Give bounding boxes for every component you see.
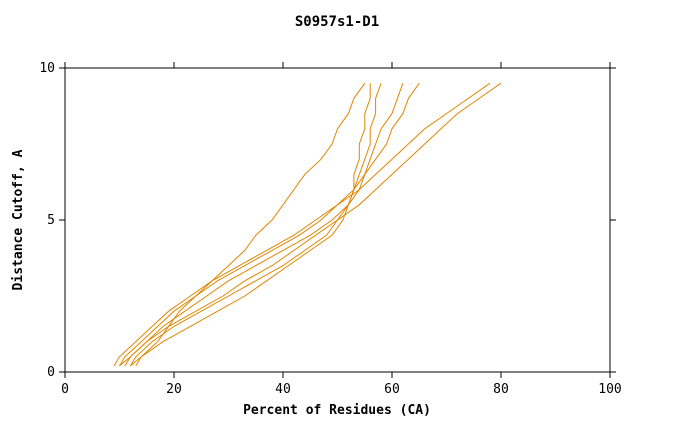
axis-tick-labels: 0 20 40 60 80 100 0 5 10: [39, 61, 621, 397]
y-tick-label: 0: [47, 365, 55, 380]
x-tick-label: 20: [166, 382, 182, 397]
x-tick-label: 0: [61, 382, 69, 397]
data-series: [113, 82, 502, 367]
x-tick-label: 40: [275, 382, 291, 397]
y-axis-label: Distance Cutoff, A: [11, 149, 26, 290]
data-line-curve-6: [113, 82, 491, 367]
x-tick-label: 100: [598, 382, 621, 397]
chart-title: S0957s1-D1: [295, 14, 379, 30]
y-tick-label: 10: [39, 61, 55, 76]
data-line-curve-5: [119, 82, 420, 367]
data-line-curve-7: [119, 82, 502, 367]
x-tick-label: 80: [493, 382, 509, 397]
data-line-curve-2: [130, 83, 371, 367]
data-line-curve-3: [129, 83, 382, 367]
axis-ticks: [59, 62, 616, 378]
data-line-curve-4: [124, 83, 404, 367]
y-tick-label: 5: [47, 213, 55, 228]
x-axis-label: Percent of Residues (CA): [243, 403, 431, 418]
data-line-curve-1: [135, 82, 366, 367]
x-tick-label: 60: [384, 382, 400, 397]
